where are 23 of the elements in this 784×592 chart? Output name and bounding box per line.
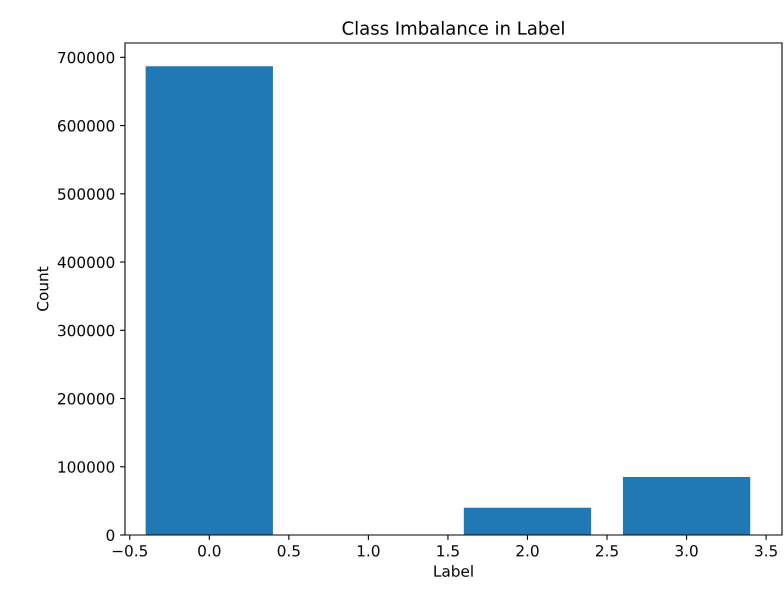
x-axis-title: Label — [434, 565, 473, 577]
bar — [146, 66, 273, 535]
y-tick-label: 700000 — [58, 52, 114, 64]
x-tick-label: 2.0 — [516, 544, 539, 557]
y-tick-label: 100000 — [58, 461, 114, 473]
y-axis-title: Count — [36, 266, 48, 311]
y-tick-label: 0 — [106, 529, 114, 542]
x-tick-label: 3.5 — [755, 544, 777, 557]
y-tick-label: 500000 — [58, 188, 114, 200]
x-tick-label: 2.5 — [596, 544, 618, 557]
x-tick-label: 0.5 — [278, 544, 300, 557]
bar — [622, 476, 750, 535]
x-tick-label: 1.5 — [437, 545, 459, 557]
y-tick-label: 200000 — [58, 392, 114, 405]
y-tick-label: 300000 — [58, 324, 114, 336]
bar — [464, 508, 592, 535]
x-tick-label: −0.5 — [112, 544, 147, 557]
x-tick-label: 0.0 — [198, 544, 220, 557]
x-tick-label: 1.0 — [358, 544, 380, 557]
y-tick-label: 600000 — [58, 120, 114, 132]
y-tick-label: 400000 — [58, 256, 114, 268]
x-tick-label: 3.0 — [676, 544, 698, 557]
chart-title: Class Imbalance in Label — [342, 20, 564, 35]
